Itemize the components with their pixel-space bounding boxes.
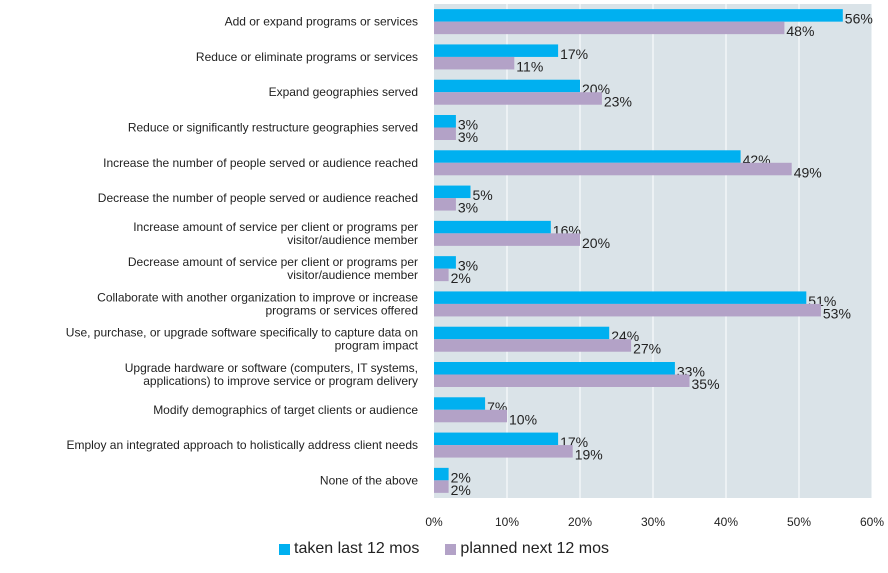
value-label-taken: 56% bbox=[845, 11, 873, 27]
value-label-taken: 3% bbox=[458, 258, 478, 274]
value-label-planned: 20% bbox=[582, 235, 610, 251]
value-label-taken: 3% bbox=[458, 117, 478, 133]
value-label-planned: 19% bbox=[575, 447, 603, 463]
value-label-taken: 17% bbox=[560, 46, 588, 62]
bar-planned bbox=[434, 480, 449, 493]
x-tick-label: 30% bbox=[641, 515, 665, 529]
x-tick-label: 0% bbox=[425, 515, 443, 529]
category-label: Use, purchase, or upgrade software speci… bbox=[66, 326, 418, 340]
bar-planned bbox=[434, 339, 632, 352]
category-label: Reduce or significantly restructure geog… bbox=[128, 121, 418, 135]
category-label: Increase amount of service per client or… bbox=[133, 220, 418, 234]
bar-planned bbox=[434, 21, 785, 35]
bar-planned bbox=[434, 56, 515, 70]
category-label: Decrease the number of people served or … bbox=[98, 191, 418, 205]
bar-planned bbox=[434, 303, 821, 317]
value-label-planned: 48% bbox=[786, 23, 814, 39]
bar-planned bbox=[434, 409, 507, 423]
legend-label-planned: planned next 12 mos bbox=[460, 540, 609, 557]
x-tick-label: 60% bbox=[860, 515, 884, 529]
category-label: programs or services offered bbox=[265, 303, 418, 317]
category-label: Upgrade hardware or software (computers,… bbox=[125, 361, 418, 375]
legend: taken last 12 mos planned next 12 mos bbox=[0, 540, 888, 558]
bar-planned bbox=[434, 198, 456, 211]
bar-taken bbox=[434, 185, 471, 199]
x-tick-label: 50% bbox=[787, 515, 811, 529]
bar-taken bbox=[434, 79, 580, 93]
category-label: Add or expand programs or services bbox=[225, 15, 418, 29]
category-label: None of the above bbox=[320, 473, 418, 487]
bar-planned bbox=[434, 374, 690, 387]
value-label-planned: 2% bbox=[451, 270, 471, 286]
value-label-taken: 5% bbox=[473, 187, 493, 203]
bar-planned bbox=[434, 92, 602, 105]
value-label-planned: 23% bbox=[604, 94, 632, 110]
bar-planned bbox=[434, 162, 792, 176]
category-label: visitor/audience member bbox=[287, 233, 418, 247]
bar-planned bbox=[434, 445, 573, 458]
category-label: Reduce or eliminate programs or services bbox=[196, 50, 418, 64]
category-label: Decrease amount of service per client or… bbox=[128, 255, 418, 269]
value-label-planned: 49% bbox=[794, 164, 822, 180]
bar-taken bbox=[434, 9, 843, 22]
bar-taken bbox=[434, 256, 456, 269]
category-label: Expand geographies served bbox=[269, 85, 418, 99]
bar-planned bbox=[434, 268, 449, 282]
value-label-planned: 2% bbox=[451, 482, 471, 498]
bar-planned bbox=[434, 233, 580, 246]
value-label-planned: 27% bbox=[633, 341, 661, 357]
category-label: Employ an integrated approach to holisti… bbox=[66, 438, 418, 452]
x-tick-label: 20% bbox=[568, 515, 592, 529]
category-label: Modify demographics of target clients or… bbox=[153, 403, 418, 417]
category-label: visitor/audience member bbox=[287, 268, 418, 282]
value-label-planned: 10% bbox=[509, 411, 537, 427]
legend-swatch-taken bbox=[279, 543, 291, 555]
x-tick-label: 10% bbox=[495, 515, 519, 529]
bar-taken bbox=[434, 326, 610, 340]
legend-item-planned: planned next 12 mos bbox=[445, 540, 609, 558]
bar-taken bbox=[434, 220, 551, 234]
bar-taken bbox=[434, 44, 559, 57]
value-label-taken: 2% bbox=[451, 469, 471, 485]
bar-planned bbox=[434, 127, 456, 140]
legend-item-taken: taken last 12 mos bbox=[279, 540, 419, 558]
legend-label-taken: taken last 12 mos bbox=[294, 540, 420, 557]
bar-taken bbox=[434, 432, 559, 446]
bar-taken bbox=[434, 115, 456, 128]
bar-taken bbox=[434, 150, 741, 163]
category-label: applications) to improve service or prog… bbox=[143, 374, 418, 388]
value-label-planned: 11% bbox=[516, 58, 543, 74]
legend-swatch-planned bbox=[445, 543, 457, 555]
bar-taken bbox=[434, 467, 449, 481]
bar-taken bbox=[434, 397, 486, 410]
category-label: Collaborate with another organization to… bbox=[97, 290, 418, 304]
value-label-planned: 35% bbox=[692, 376, 720, 392]
value-label-planned: 3% bbox=[458, 129, 478, 145]
category-label: program impact bbox=[335, 339, 419, 353]
value-label-planned: 3% bbox=[458, 200, 478, 216]
bar-taken bbox=[434, 291, 807, 304]
x-tick-label: 40% bbox=[714, 515, 738, 529]
value-label-planned: 53% bbox=[823, 305, 851, 321]
category-label: Increase the number of people served or … bbox=[103, 156, 418, 170]
bar-taken bbox=[434, 362, 675, 375]
